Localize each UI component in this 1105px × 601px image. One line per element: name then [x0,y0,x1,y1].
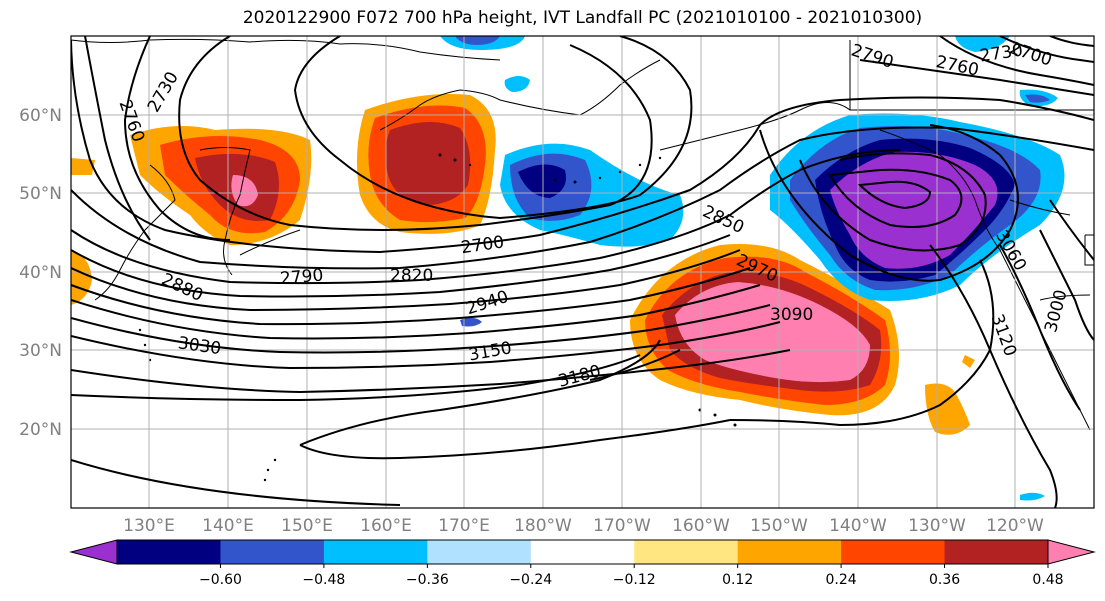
longitude-labels: 130°E 140°E 150°E 160°E 170°E 180°W 170°… [123,516,1044,536]
lon-label: 160°E [360,516,412,536]
lat-label: 60°N [19,106,62,126]
negative-anomaly-gulf-of-alaska [770,113,1065,301]
lon-label: 150°W [750,516,808,536]
colorbar-cell [737,540,842,564]
latitude-labels: 60°N 50°N 40°N 30°N 20°N [19,106,62,440]
colorbar-cell [323,540,428,564]
colorbar-cell [117,540,221,564]
colorbar-tick-label: −0.24 [509,572,552,588]
lat-label: 30°N [19,341,62,361]
contour-label: 3090 [770,305,813,325]
lon-label: 160°W [672,516,730,536]
height-contours [71,36,1094,508]
map-frame [70,35,1095,509]
contour-label: 2790 [279,265,324,289]
map-title: 2020122900 F072 700 hPa height, IVT Land… [242,8,923,28]
colorbar-tick-label: −0.12 [613,572,656,588]
lon-label: 120°W [986,516,1044,536]
negative-anomaly-bering [500,143,684,247]
islands [138,153,737,482]
lon-label: 130°W [908,516,966,536]
colorbar-tick-label: −0.60 [199,572,242,588]
lon-label: 140°E [202,516,254,536]
lat-label: 50°N [19,184,62,204]
lon-label: 170°E [438,516,490,536]
colorbar-cell [220,540,325,564]
lat-label: 40°N [19,263,62,283]
lat-label: 20°N [19,420,62,440]
colorbar-cell [841,540,946,564]
colorbar-cell [530,540,635,564]
lon-label: 170°W [593,516,651,536]
positive-anomaly-east-asia [130,126,312,245]
colorbar-tick-label: 0.24 [826,572,857,588]
colorbar: −0.60 −0.48 −0.36 −0.24 −0.12 0.12 0.24 0.36 0.4… [69,539,1096,588]
colorbar-extend-min [69,539,118,565]
colorbar-tick-label: −0.48 [302,572,345,588]
lon-label: 140°W [829,516,887,536]
colorbar-cell [634,540,739,564]
lon-label: 130°E [123,516,175,536]
colorbar-cell [427,540,532,564]
colorbar-tick-label: 0.48 [1032,572,1063,588]
lon-label: 180°W [514,516,572,536]
contour-label: 2820 [390,266,433,286]
colorbar-cell [944,540,1049,564]
colorbar-tick-label: 0.12 [722,572,753,588]
lon-label: 150°E [281,516,333,536]
graticule [71,36,1094,508]
colorbar-extend-max [1047,539,1096,565]
colorbar-tick-label: −0.36 [406,572,449,588]
colorbar-tick-label: 0.36 [929,572,960,588]
